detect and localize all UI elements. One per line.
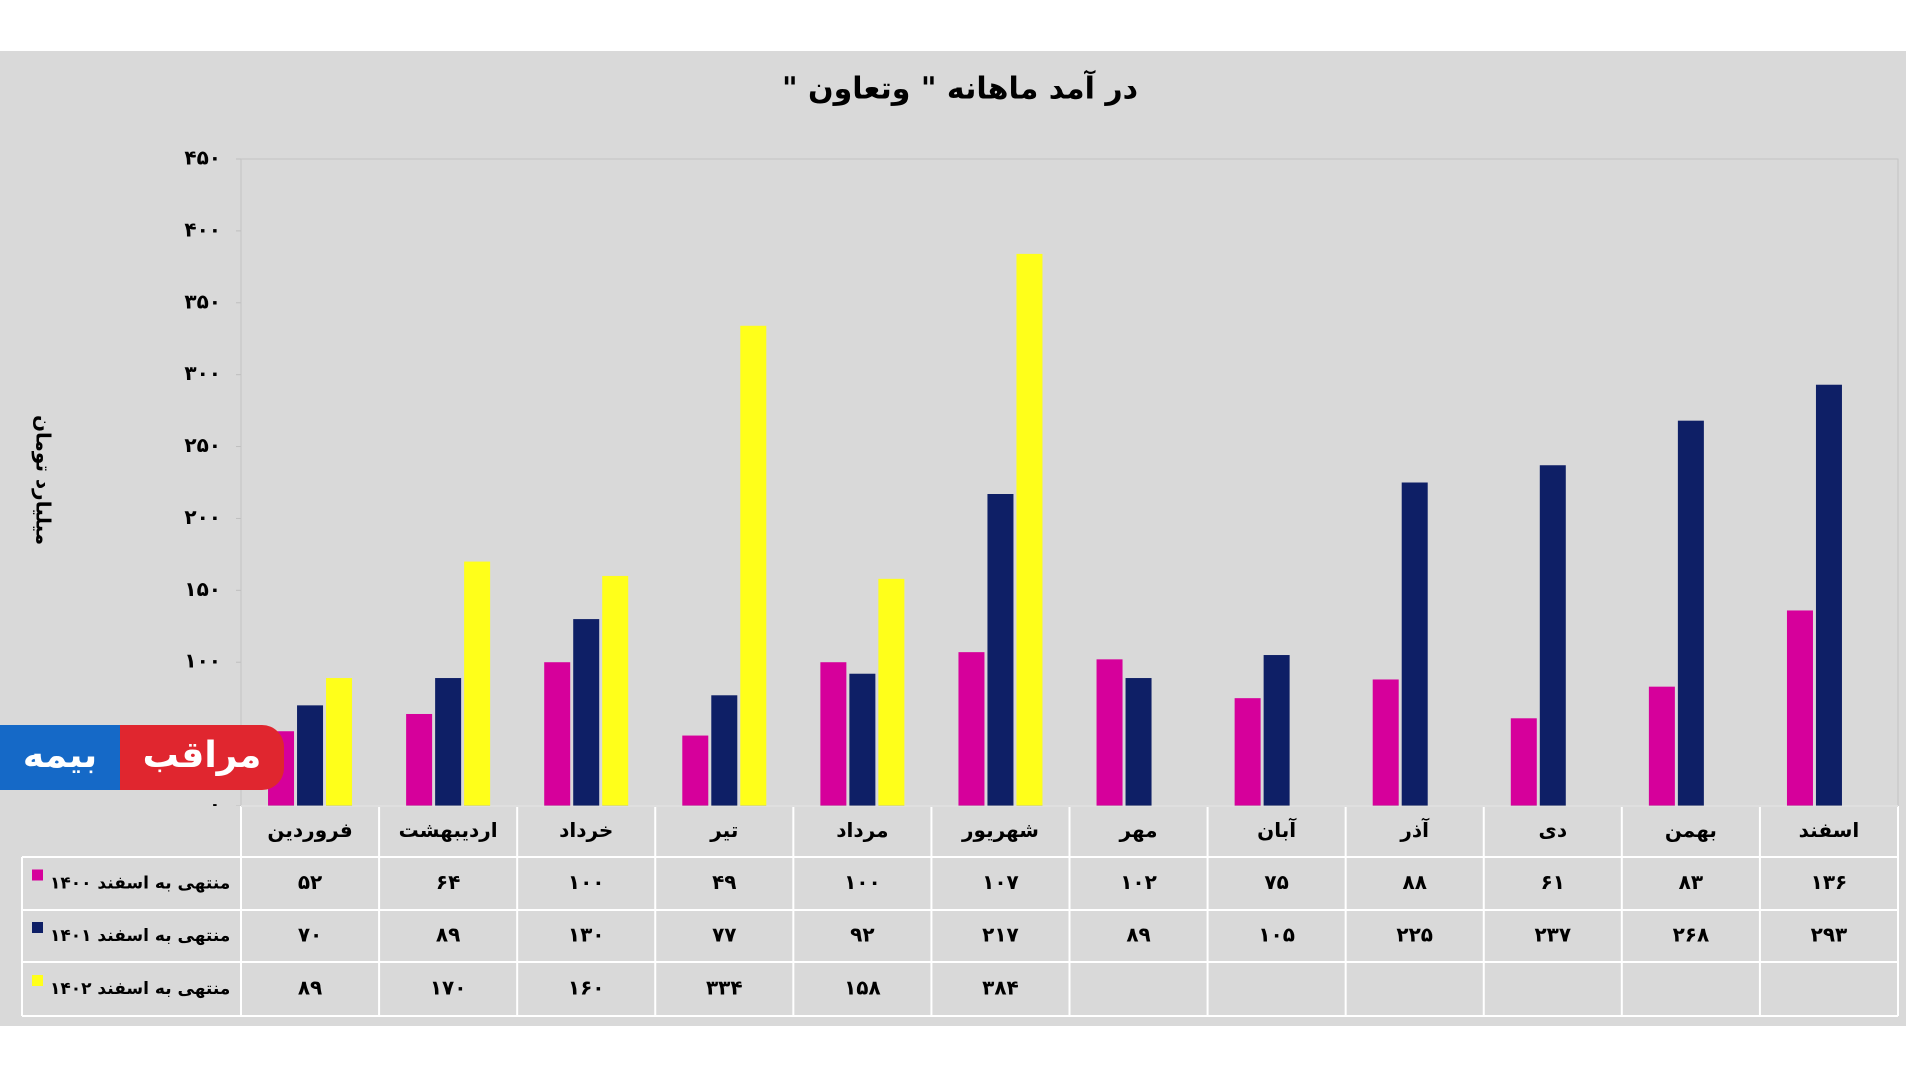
y-tick-label: ۲۵۰: [184, 433, 221, 457]
logo-right-text: مراقب: [143, 735, 262, 776]
bar: [1372, 679, 1399, 806]
x-tick-label: اردیبهشت: [399, 818, 498, 842]
table-value: ۷۷: [712, 923, 736, 947]
bar: [406, 713, 433, 806]
table-value: ۱۰۰: [844, 870, 881, 894]
table-value: ۸۸: [1402, 870, 1426, 894]
bar: [435, 678, 462, 806]
bar: [1677, 420, 1704, 806]
bar: [1648, 686, 1675, 806]
table-value: ۱۷۰: [430, 976, 467, 1000]
table-value: ۲۶۸: [1673, 923, 1710, 947]
table-value: ۹۲: [850, 923, 874, 947]
bar: [740, 325, 767, 806]
table-value: ۳۳۴: [706, 976, 743, 1000]
x-tick-label: آبان: [1257, 817, 1297, 842]
legend-swatch: [32, 975, 43, 986]
bar: [1815, 384, 1842, 806]
table-value: ۸۹: [298, 976, 322, 1000]
bar: [1234, 698, 1261, 806]
table-value: ۲۳۷: [1534, 923, 1571, 947]
logo-left-box: [0, 725, 130, 790]
table-value: ۱۰۰: [568, 870, 605, 894]
table-value: ۴۹: [712, 870, 736, 894]
table-value: ۱۰۷: [982, 870, 1019, 894]
y-tick-label: ۴۰۰: [184, 217, 221, 241]
bar: [602, 575, 629, 806]
x-tick-label: خرداد: [559, 818, 613, 842]
bar: [849, 673, 876, 806]
bar: [1096, 659, 1123, 806]
bar: [878, 578, 905, 806]
legend-swatch: [32, 869, 43, 881]
bar: [573, 619, 600, 806]
bar: [958, 652, 985, 806]
bar: [544, 662, 571, 806]
bar: [297, 705, 324, 806]
y-tick-label: ۱۰۰: [184, 649, 221, 673]
logo-left-text: بیمه: [23, 735, 97, 776]
y-axis-label: میلیارد تومان: [32, 415, 56, 545]
table-value: ۶۴: [436, 870, 460, 894]
y-tick-label: ۳۰۰: [184, 361, 221, 385]
bar: [711, 695, 738, 806]
table-value: ۲۹۳: [1811, 923, 1848, 947]
table-value: ۸۹: [1126, 923, 1150, 947]
bar: [464, 561, 491, 806]
bar: [1401, 482, 1428, 806]
bar: [682, 735, 709, 806]
legend-label: منتهی به اسفند ۱۴۰۱: [50, 926, 230, 946]
x-tick-label: فروردین: [267, 818, 352, 842]
table-value: ۷۵: [1264, 870, 1288, 894]
y-tick-label: ۲۰۰: [184, 505, 221, 529]
bar: [1786, 610, 1813, 806]
x-tick-label: مرداد: [836, 818, 888, 842]
legend-label: منتهی به اسفند ۱۴۰۲: [50, 979, 230, 999]
bar: [326, 678, 353, 806]
logo-right-box: [120, 725, 284, 790]
table-value: ۸۹: [436, 923, 460, 947]
table-value: ۳۸۴: [982, 976, 1019, 1000]
x-tick-label: شهریور: [961, 818, 1039, 842]
x-tick-label: اسفند: [1799, 818, 1860, 842]
table-value: ۸۳: [1679, 870, 1703, 894]
table-value: ۲۲۵: [1396, 923, 1433, 947]
table-value: ۵۲: [298, 870, 322, 894]
plot-area: [240, 158, 1899, 807]
table-value: ۱۰۲: [1120, 870, 1157, 894]
chart-title: در آمد ماهانه " وتعاون ": [782, 70, 1138, 107]
bar: [1539, 465, 1566, 806]
x-tick-label: دی: [1538, 818, 1567, 842]
table-value: ۱۵۸: [844, 976, 881, 1000]
legend-swatch: [32, 922, 43, 933]
table-value: ۱۰۵: [1258, 923, 1295, 947]
y-tick-label: ۳۵۰: [184, 289, 221, 313]
table-value: ۱۳۶: [1811, 870, 1848, 894]
table-value: ۱۶۰: [568, 976, 605, 1000]
bar: [1125, 678, 1152, 806]
table-value: ۶۱: [1541, 870, 1565, 894]
bar: [987, 494, 1014, 806]
bar: [1016, 253, 1043, 807]
table-value: ۷۰: [298, 923, 322, 947]
table-value: ۲۱۷: [982, 923, 1019, 947]
x-tick-label: تیر: [709, 818, 738, 842]
x-tick-label: مهر: [1119, 818, 1158, 842]
x-tick-label: بهمن: [1665, 818, 1717, 842]
y-tick-label: ۴۵۰: [184, 146, 221, 170]
y-tick-label: ۱۵۰: [184, 577, 221, 601]
bar: [1263, 655, 1290, 806]
bar: [1510, 718, 1537, 806]
legend-label: منتهی به اسفند ۱۴۰۰: [50, 874, 230, 894]
logo: بیمه مراقب: [0, 725, 284, 790]
bar: [820, 662, 847, 806]
x-tick-label: آذر: [1399, 817, 1430, 842]
table-value: ۱۳۰: [568, 923, 605, 947]
